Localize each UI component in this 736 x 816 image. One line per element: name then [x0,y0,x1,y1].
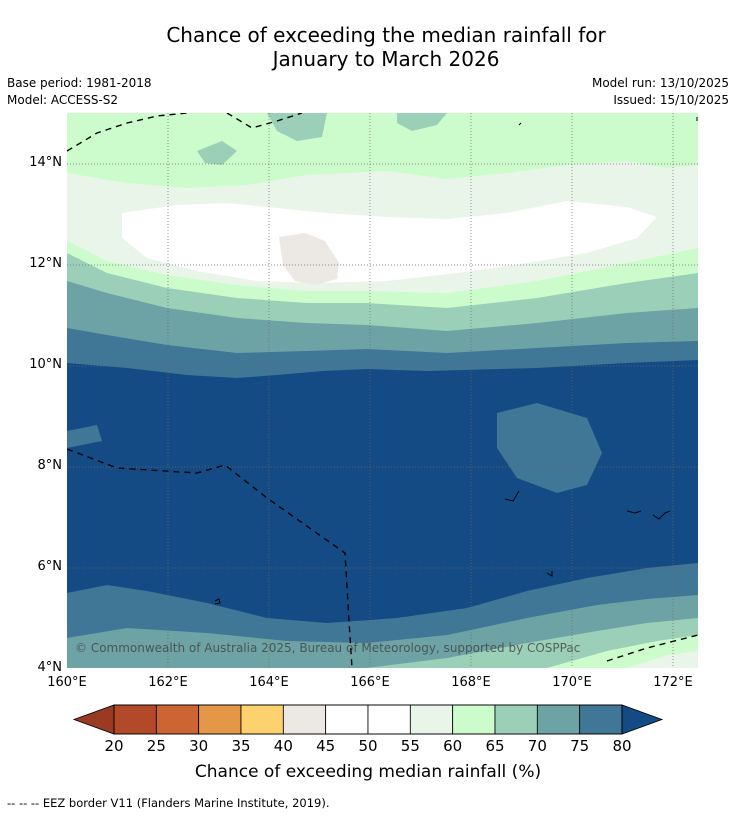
lat-label-6n: 6°N [37,559,63,574]
eez-footnote: -- -- -- EEZ border V11 (Flanders Marine… [7,796,330,810]
lat-label-14n: 14°N [29,155,62,170]
colorbar-segment-b60_65 [452,704,496,735]
lat-label-10n: 10°N [29,357,62,372]
colorbar-title: Chance of exceeding median rainfall (%) [194,762,542,782]
colorbar-tick-label: 65 [485,737,505,755]
island-outlines [214,117,698,605]
colorbar-tick-label: 75 [570,737,590,755]
colorbar-frame [113,704,623,735]
colorbar-segment-b55_60 [409,704,454,735]
colorbar-tick-label: 40 [273,737,293,755]
lat-label-12n: 12°N [29,256,62,271]
colorbar-segment-b30_35 [198,704,242,735]
band-40-45-patch [279,233,339,285]
colorbar-segment-b35_40 [240,704,284,735]
lon-label-160e: 160°E [47,675,87,690]
colorbar-tick-label: 55 [400,737,420,755]
model-name: Model: ACCESS-S2 [7,93,119,107]
copyright-notice: © Commonwealth of Australia 2025, Bureau… [75,641,581,655]
colorbar-tick-label: 50 [358,737,378,755]
band-45-55-north [122,201,657,283]
colorbar-tick-label: 25 [146,737,166,755]
lat-label-8n: 8°N [37,458,63,473]
map-gridlines [67,113,698,668]
colorbar-tick-label: 80 [612,737,632,755]
colorbar-segment-b20_25 [113,704,157,735]
band-65-70-patch-2 [397,113,447,131]
colorbar-extend-low [72,704,115,735]
colorbar-segment-b70_75 [536,704,581,735]
lat-label-4n: 4°N [37,660,63,675]
colorbar-segment-b65_70 [494,704,538,735]
colorbar-tick-label: 70 [527,737,547,755]
band-65-70-patch-1 [197,141,237,165]
colorbar-segment-b50_55 [367,704,411,735]
band-75-80-west [67,425,102,448]
issued-date: Issued: 15/10/2025 [613,93,729,107]
chart-title-line2: January to March 2026 [272,47,500,71]
lon-label-172e: 172°E [653,675,693,690]
band-75-80-patch-east [497,403,602,493]
colorbar-segment-b40_45 [282,704,327,735]
chart-title-line1: Chance of exceeding the median rainfall … [166,23,606,47]
colorbar-tick-label: 60 [443,737,463,755]
colorbar-segment-b45_50 [325,704,369,735]
eez-borders [67,113,698,668]
base-period: Base period: 1981-2018 [7,76,152,90]
colorbar-tick-label: 35 [231,737,251,755]
colorbar-segment-b25_30 [155,704,200,735]
colorbar [72,704,664,735]
lon-label-170e: 170°E [552,675,592,690]
colorbar-tick-label: 45 [316,737,336,755]
lon-label-162e: 162°E [148,675,188,690]
lon-label-166e: 166°E [350,675,390,690]
colorbar-extend-high [621,704,664,735]
model-run: Model run: 13/10/2025 [591,76,729,90]
colorbar-tick-label: 20 [104,737,124,755]
colorbar-tick-label: 30 [189,737,209,755]
rainfall-map [67,113,698,668]
lon-label-164e: 164°E [249,675,289,690]
colorbar-segment-b75_80 [579,704,623,735]
lon-label-168e: 168°E [451,675,491,690]
band-55-60-south [627,651,698,668]
